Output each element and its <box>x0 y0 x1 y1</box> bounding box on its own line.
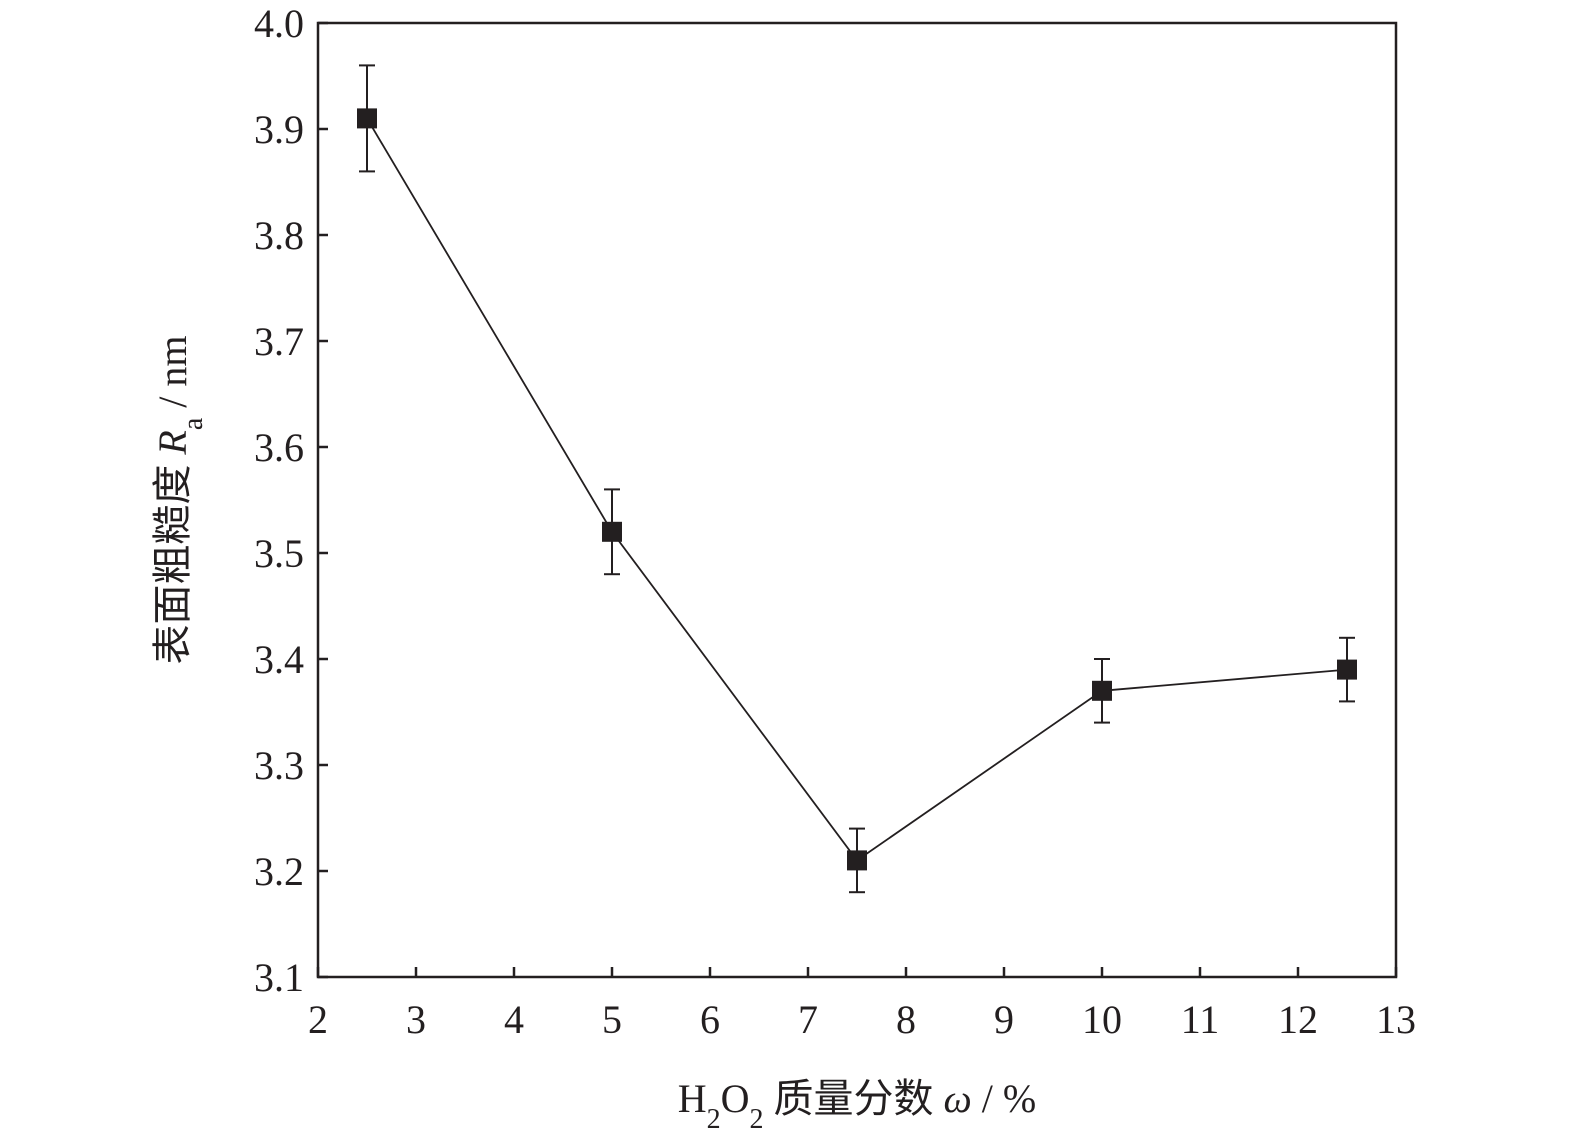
y-tick-label: 3.3 <box>254 743 304 788</box>
x-tick-label: 2 <box>308 997 328 1042</box>
series-group <box>357 64 1357 894</box>
data-point <box>847 850 867 871</box>
x-tick-label: 12 <box>1278 997 1318 1042</box>
data-point <box>1092 680 1112 701</box>
y-tick-label: 3.9 <box>254 107 304 152</box>
x-tick-label: 13 <box>1376 997 1416 1042</box>
x-tick-label: 6 <box>700 997 720 1042</box>
x-tick-label: 8 <box>896 997 916 1042</box>
x-axis-title: H2O2 质量分数 ω / % <box>678 1076 1036 1133</box>
data-point <box>602 521 622 542</box>
x-tick-label: 10 <box>1082 997 1122 1042</box>
y-tick-label: 3.5 <box>254 531 304 576</box>
y-tick-label: 3.7 <box>254 319 304 364</box>
y-tick-label: 3.6 <box>254 425 304 470</box>
y-tick-label: 3.1 <box>254 955 304 1000</box>
x-tick-label: 3 <box>406 997 426 1042</box>
x-tick-label: 9 <box>994 997 1014 1042</box>
y-tick-label: 3.4 <box>254 637 304 682</box>
series-line <box>366 117 1348 862</box>
y-axis: 3.1 3.2 3.3 3.4 3.5 3.6 3.7 3.8 3.9 4.0 <box>254 1 328 1000</box>
x-tick-label: 11 <box>1181 997 1220 1042</box>
x-axis: 2 3 4 5 6 7 8 9 10 11 12 13 <box>308 967 1416 1042</box>
data-point <box>1337 659 1357 680</box>
x-tick-label: 5 <box>602 997 622 1042</box>
x-tick-label: 4 <box>504 997 524 1042</box>
y-tick-label: 3.8 <box>254 213 304 258</box>
y-tick-label: 3.2 <box>254 849 304 894</box>
plot-frame <box>316 21 1398 979</box>
x-tick-label: 7 <box>798 997 818 1042</box>
y-tick-label: 4.0 <box>254 1 304 46</box>
y-axis-title: 表面粗糙度 Ra / nm <box>150 335 209 664</box>
data-point <box>357 108 377 129</box>
